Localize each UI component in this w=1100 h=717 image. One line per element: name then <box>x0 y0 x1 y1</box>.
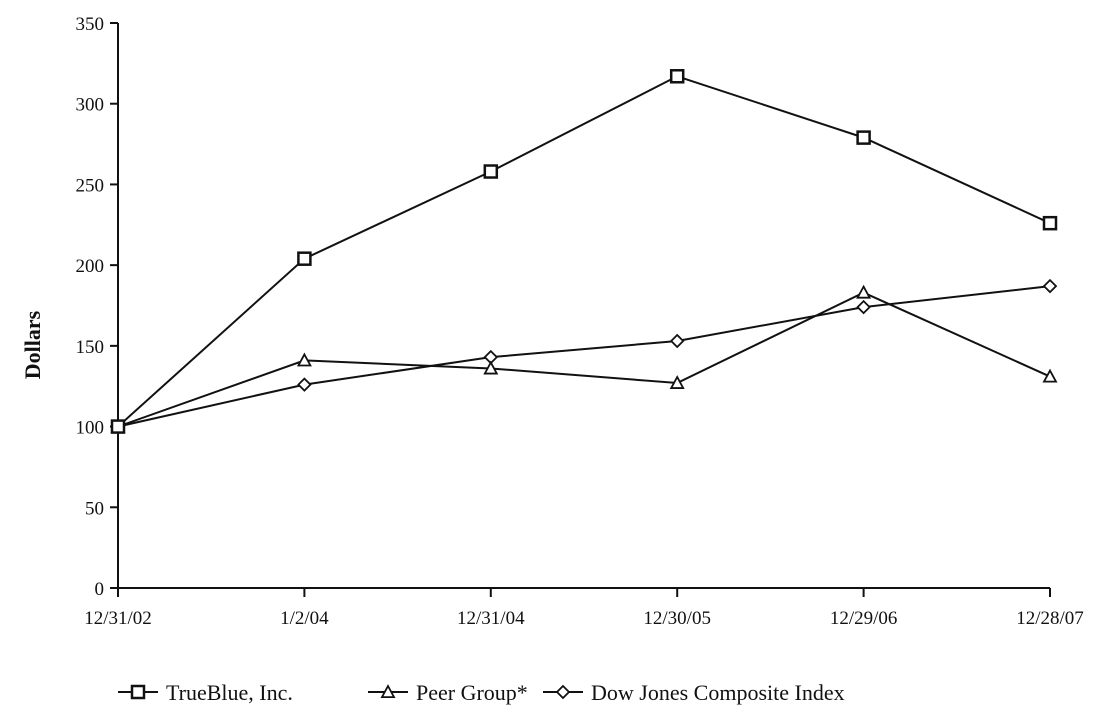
data-point-trueblue-inc <box>1042 215 1058 231</box>
data-point-peer-group <box>669 375 685 389</box>
data-markers <box>110 69 1058 434</box>
series-line-trueblue-inc <box>117 75 1051 428</box>
legend-label-trueblue-inc: TrueBlue, Inc. <box>166 680 293 705</box>
axes <box>110 22 1051 597</box>
data-point-trueblue-inc <box>483 164 499 179</box>
legend-label-peer-group: Peer Group* <box>416 680 528 705</box>
x-tick-label: 12/31/04 <box>457 608 525 629</box>
data-point-peer-group <box>856 284 872 299</box>
data-point-peer-group <box>483 360 499 375</box>
data-point-trueblue-inc <box>110 419 126 434</box>
x-tick-label: 12/30/05 <box>643 608 711 629</box>
data-point-trueblue-inc <box>856 130 871 145</box>
legend-marker-dow-jones-composite-index <box>555 684 571 700</box>
y-tick-label: 200 <box>76 256 105 277</box>
data-point-dow-jones-composite-index <box>297 377 312 392</box>
data-point-peer-group <box>1042 368 1058 383</box>
x-tick-label: 1/2/04 <box>280 608 329 629</box>
y-tick-label: 250 <box>76 175 105 196</box>
y-tick-label: 150 <box>76 337 105 358</box>
x-tick-label: 12/29/06 <box>830 608 898 629</box>
data-point-trueblue-inc <box>297 251 312 266</box>
y-tick-label: 0 <box>95 579 105 600</box>
y-axis-label: Dollars <box>20 310 45 379</box>
legend-marker-peer-group <box>380 684 396 698</box>
y-tick-label: 50 <box>85 498 104 519</box>
series-line-dow-jones-composite-index <box>117 285 1051 428</box>
data-point-dow-jones-composite-index <box>669 333 685 349</box>
series-lines <box>117 75 1051 428</box>
x-tick-label: 12/28/07 <box>1016 608 1084 629</box>
y-tick-label: 300 <box>76 95 105 116</box>
tick-labels: 0 50 100 150 200 250 300 350 12/31/02 1/2/04 12/31… <box>76 14 1084 629</box>
y-tick-label: 350 <box>76 14 105 35</box>
data-point-peer-group <box>296 352 312 367</box>
x-tick-label: 12/31/02 <box>84 608 152 629</box>
data-point-trueblue-inc <box>669 69 685 84</box>
legend-marker-trueblue-inc <box>130 684 146 700</box>
y-tick-label: 100 <box>76 418 105 439</box>
series-line-peer-group <box>117 291 1051 428</box>
legend-label-dow-jones-composite-index: Dow Jones Composite Index <box>591 680 845 705</box>
legend: TrueBlue, Inc. Peer Group* Dow Jones Compo… <box>118 680 845 705</box>
data-point-dow-jones-composite-index <box>1042 278 1058 294</box>
data-point-dow-jones-composite-index <box>856 299 871 315</box>
